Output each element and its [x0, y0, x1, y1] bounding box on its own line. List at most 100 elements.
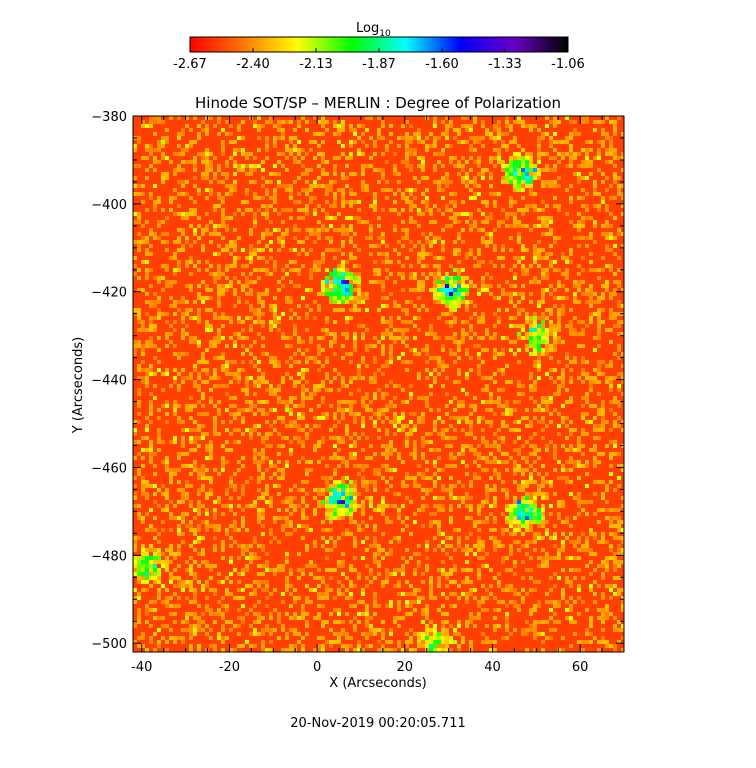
heatmap-cell	[373, 452, 377, 456]
heatmap-cell	[317, 176, 321, 180]
heatmap-cell	[529, 332, 533, 336]
heatmap-cell	[445, 124, 449, 128]
heatmap-cell	[557, 160, 561, 164]
heatmap-cell	[513, 512, 517, 516]
heatmap-cell	[165, 176, 169, 180]
heatmap-cell	[517, 232, 521, 236]
heatmap-cell	[429, 212, 433, 216]
heatmap-cell	[345, 216, 349, 220]
heatmap-cell	[377, 472, 381, 476]
heatmap-cell	[285, 508, 289, 512]
heatmap-cell	[181, 492, 185, 496]
heatmap-cell	[385, 408, 389, 412]
heatmap-cell	[501, 132, 505, 136]
heatmap-cell	[305, 120, 309, 124]
heatmap-cell	[285, 228, 289, 232]
heatmap-cell	[345, 184, 349, 188]
heatmap-cell	[133, 568, 137, 572]
heatmap-cell	[341, 504, 345, 508]
heatmap-cell	[529, 156, 533, 160]
heatmap-cell	[425, 548, 429, 552]
heatmap-cell	[501, 420, 505, 424]
heatmap-cell	[593, 180, 597, 184]
heatmap-cell	[453, 164, 457, 168]
heatmap-cell	[401, 196, 405, 200]
heatmap-cell	[209, 188, 213, 192]
heatmap-cell	[485, 128, 489, 132]
heatmap-cell	[497, 444, 501, 448]
heatmap-cell	[513, 472, 517, 476]
heatmap-cell	[321, 288, 325, 292]
heatmap-cell	[445, 320, 449, 324]
heatmap-cell	[277, 320, 281, 324]
heatmap-cell	[341, 492, 345, 496]
heatmap-cell	[525, 124, 529, 128]
heatmap-cell	[373, 480, 377, 484]
heatmap-cell	[621, 168, 624, 172]
heatmap-cell	[309, 392, 313, 396]
heatmap-cell	[141, 548, 145, 552]
heatmap-cell	[489, 536, 493, 540]
heatmap-cell	[549, 536, 553, 540]
heatmap-cell	[445, 392, 449, 396]
heatmap-cell	[253, 168, 257, 172]
heatmap-cell	[205, 448, 209, 452]
heatmap-cell	[453, 408, 457, 412]
heatmap-cell	[193, 140, 197, 144]
heatmap-cell	[609, 296, 613, 300]
heatmap-cell	[201, 356, 205, 360]
heatmap-cell	[401, 360, 405, 364]
heatmap-cell	[501, 436, 505, 440]
heatmap-cell	[565, 152, 569, 156]
heatmap-cell	[425, 208, 429, 212]
heatmap-cell	[441, 484, 445, 488]
heatmap-cell	[213, 176, 217, 180]
heatmap-cell	[181, 532, 185, 536]
heatmap-cell	[385, 516, 389, 520]
heatmap-cell	[585, 164, 589, 168]
heatmap-cell	[153, 324, 157, 328]
heatmap-cell	[605, 148, 609, 152]
heatmap-cell	[485, 552, 489, 556]
heatmap-cell	[261, 372, 265, 376]
heatmap-cell	[597, 296, 601, 300]
heatmap-cell	[533, 548, 537, 552]
heatmap-cell	[233, 340, 237, 344]
heatmap-cell	[521, 524, 525, 528]
heatmap-cell	[505, 488, 509, 492]
heatmap-cell	[457, 268, 461, 272]
heatmap-cell	[401, 276, 405, 280]
heatmap-cell	[233, 472, 237, 476]
heatmap-cell	[477, 476, 481, 480]
heatmap-cell	[333, 352, 337, 356]
heatmap-cell	[197, 552, 201, 556]
heatmap-cell	[493, 548, 497, 552]
heatmap-cell	[457, 272, 461, 276]
heatmap-cell	[465, 252, 469, 256]
heatmap-cell	[177, 528, 181, 532]
heatmap-cell	[269, 256, 273, 260]
heatmap-cell	[441, 368, 445, 372]
heatmap-cell	[193, 164, 197, 168]
heatmap-cell	[533, 452, 537, 456]
heatmap-cell	[613, 424, 617, 428]
heatmap-cell	[237, 256, 241, 260]
heatmap-cell	[565, 212, 569, 216]
heatmap-cell	[501, 532, 505, 536]
heatmap-cell	[253, 280, 257, 284]
heatmap-cell	[361, 420, 365, 424]
heatmap-cell	[133, 544, 137, 548]
heatmap-cell	[461, 452, 465, 456]
heatmap-cell	[381, 372, 385, 376]
heatmap-cell	[189, 464, 193, 468]
heatmap-cell	[157, 436, 161, 440]
heatmap-cell	[369, 236, 373, 240]
heatmap-cell	[333, 200, 337, 204]
heatmap-cell	[177, 564, 181, 568]
heatmap-cell	[509, 324, 513, 328]
heatmap-cell	[573, 428, 577, 432]
heatmap-cell	[277, 492, 281, 496]
heatmap-cell	[477, 352, 481, 356]
heatmap-cell	[161, 240, 165, 244]
heatmap-cell	[469, 336, 473, 340]
